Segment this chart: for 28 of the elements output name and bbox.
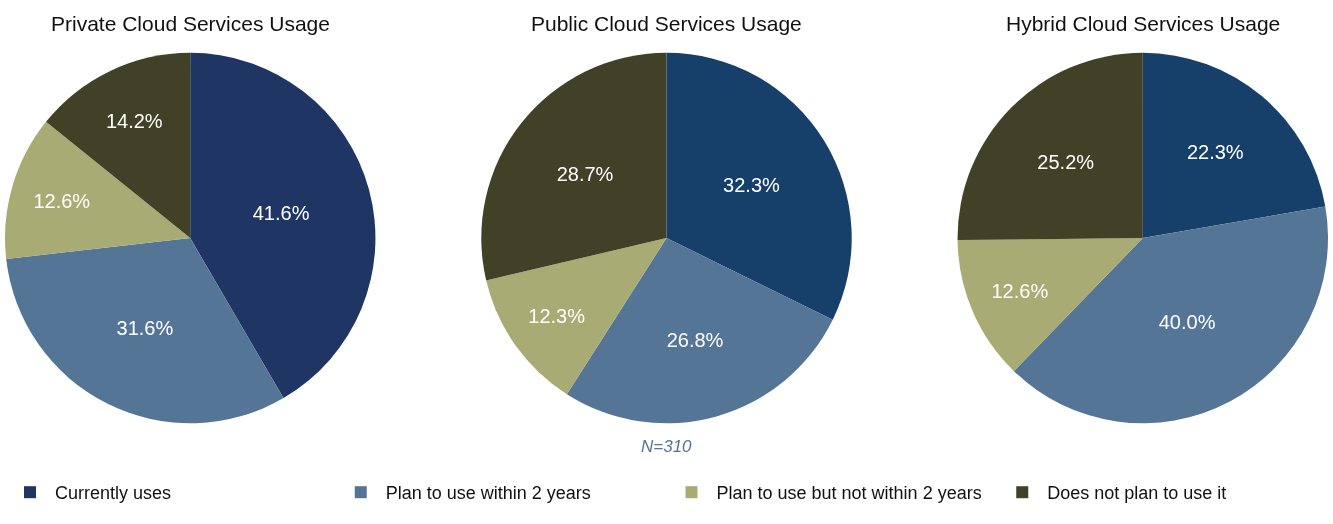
pie-slice [190, 52, 376, 399]
data-label: 41.6% [252, 202, 310, 225]
pie-slice [666, 52, 852, 320]
legend-label: Plan to use but not within 2 years [716, 483, 982, 504]
data-label: 25.2% [1037, 150, 1095, 173]
pie-slice [481, 52, 667, 281]
data-label: 12.3% [528, 304, 586, 327]
pie-slice [957, 52, 1143, 241]
pie-slice [957, 238, 1143, 372]
legend-label: Currently uses [55, 483, 172, 504]
data-label: 22.3% [1186, 140, 1244, 163]
data-label: 31.6% [116, 317, 174, 340]
pie-slice [1142, 52, 1326, 239]
chart-title: Private Cloud Services Usage [51, 12, 330, 35]
data-label: 12.6% [33, 189, 91, 212]
chart-title: Hybrid Cloud Services Usage [1006, 12, 1281, 35]
text: N=310 [641, 437, 693, 456]
data-label: 14.2% [105, 110, 163, 133]
chart-title: Public Cloud Services Usage [531, 12, 802, 35]
data-label: 28.7% [556, 162, 614, 185]
pie-slice [486, 238, 667, 395]
legend-label: Does not plan to use it [1047, 483, 1227, 504]
pie-slice [6, 238, 284, 424]
data-label: 26.8% [666, 329, 724, 352]
data-label: 32.3% [723, 174, 780, 197]
legend-label: Plan to use within 2 years [385, 483, 591, 504]
data-label: 12.6% [991, 279, 1049, 302]
data-label: 40.0% [1158, 310, 1216, 333]
